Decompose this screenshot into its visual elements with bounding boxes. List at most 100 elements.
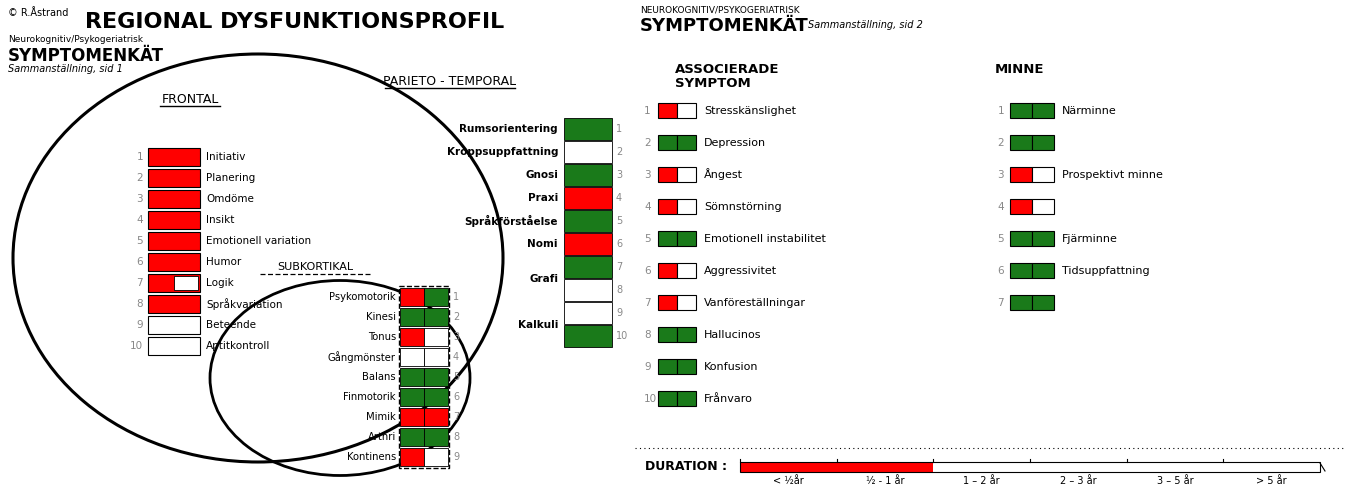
Text: 4: 4: [137, 215, 144, 225]
Text: Neurokognitiv/Psykogeriatrisk: Neurokognitiv/Psykogeriatrisk: [8, 35, 144, 44]
Text: MINNE: MINNE: [995, 63, 1045, 76]
Text: Beteende: Beteende: [206, 320, 256, 330]
Text: SUBKORTIKAL: SUBKORTIKAL: [276, 262, 354, 272]
Bar: [400, 428, 424, 446]
Text: 9: 9: [453, 452, 459, 462]
Bar: [424, 328, 449, 346]
Bar: [400, 388, 424, 406]
Text: Depression: Depression: [705, 137, 766, 147]
Text: Gångmönster: Gångmönster: [328, 351, 396, 363]
Text: 9: 9: [617, 308, 622, 318]
Text: 3: 3: [453, 332, 459, 342]
Text: 5: 5: [617, 216, 622, 226]
Text: Kalkuli: Kalkuli: [518, 320, 558, 330]
Text: Praxi: Praxi: [527, 193, 558, 203]
Bar: [1009, 135, 1033, 150]
Text: 8: 8: [644, 330, 650, 340]
Text: Gnosi: Gnosi: [526, 170, 558, 180]
Text: Finmotorik: Finmotorik: [344, 392, 396, 402]
Bar: [678, 327, 696, 342]
Text: 2: 2: [617, 147, 622, 157]
Bar: [740, 462, 934, 472]
Text: REGIONAL DYSFUNKTIONSPROFIL: REGIONAL DYSFUNKTIONSPROFIL: [85, 12, 504, 32]
Bar: [148, 337, 201, 355]
Bar: [678, 231, 696, 246]
Text: SYMPTOMENKÄT: SYMPTOMENKÄT: [8, 47, 164, 65]
Bar: [424, 428, 449, 446]
Text: 10: 10: [644, 393, 657, 403]
Text: 1: 1: [644, 106, 650, 116]
Text: 4: 4: [997, 201, 1004, 211]
Text: 1: 1: [453, 292, 459, 302]
Text: 6: 6: [997, 266, 1004, 276]
Text: Arthri: Arthri: [367, 432, 396, 442]
Text: 5: 5: [137, 236, 144, 246]
Text: © R.Åstrand: © R.Åstrand: [8, 8, 68, 18]
Bar: [740, 462, 1320, 472]
Bar: [564, 233, 612, 255]
Text: Frånvaro: Frånvaro: [705, 393, 753, 403]
Bar: [148, 148, 201, 166]
Text: Emotionell variation: Emotionell variation: [206, 236, 312, 246]
Text: 6: 6: [617, 239, 622, 249]
Text: 10: 10: [617, 331, 629, 341]
Text: Språkvariation: Språkvariation: [206, 298, 282, 310]
Bar: [424, 348, 449, 366]
Text: 7: 7: [453, 412, 459, 422]
Bar: [678, 391, 696, 406]
Bar: [678, 167, 696, 182]
Text: 9: 9: [137, 320, 144, 330]
Text: Kontinens: Kontinens: [347, 452, 396, 462]
Bar: [1033, 167, 1054, 182]
Bar: [564, 256, 612, 278]
Bar: [1009, 231, 1033, 246]
Bar: [424, 448, 449, 466]
Bar: [148, 274, 201, 292]
Text: Stresskänslighet: Stresskänslighet: [705, 106, 795, 116]
Text: Tidsuppfattning: Tidsuppfattning: [1062, 266, 1149, 276]
Bar: [1033, 231, 1054, 246]
Text: Ångest: Ångest: [705, 168, 743, 180]
Bar: [400, 288, 424, 306]
Text: Mimik: Mimik: [366, 412, 396, 422]
Text: 7: 7: [644, 298, 650, 308]
Text: 2: 2: [644, 137, 650, 147]
Text: Nomi: Nomi: [527, 239, 558, 249]
Text: Aggressivitet: Aggressivitet: [705, 266, 778, 276]
Text: Prospektivt minne: Prospektivt minne: [1062, 169, 1163, 179]
Text: Hallucinos: Hallucinos: [705, 330, 762, 340]
Bar: [173, 276, 198, 290]
Bar: [1009, 295, 1033, 310]
Bar: [400, 308, 424, 326]
Text: 1: 1: [137, 152, 144, 162]
Bar: [659, 391, 678, 406]
Text: 2: 2: [453, 312, 459, 322]
Text: Emotionell instabilitet: Emotionell instabilitet: [705, 233, 827, 243]
Bar: [148, 232, 201, 250]
Bar: [400, 448, 424, 466]
Bar: [564, 118, 612, 140]
Text: 8: 8: [137, 299, 144, 309]
Bar: [1033, 263, 1054, 278]
Text: Omdöme: Omdöme: [206, 194, 253, 204]
Text: 7: 7: [617, 262, 622, 272]
Bar: [678, 263, 696, 278]
Bar: [398, 286, 449, 468]
Bar: [1033, 295, 1054, 310]
Bar: [659, 135, 678, 150]
Text: ½ - 1 år: ½ - 1 år: [866, 476, 904, 486]
Text: 3 – 5 år: 3 – 5 år: [1157, 476, 1194, 486]
Text: 10: 10: [130, 341, 144, 351]
Text: 4: 4: [453, 352, 459, 362]
Bar: [424, 388, 449, 406]
Text: 2: 2: [997, 137, 1004, 147]
Bar: [564, 325, 612, 347]
Text: DURATION :: DURATION :: [645, 460, 728, 473]
Bar: [1009, 199, 1033, 214]
Text: Konfusion: Konfusion: [705, 362, 759, 372]
Text: ASSOCIERADE: ASSOCIERADE: [675, 63, 779, 76]
Bar: [1009, 263, 1033, 278]
Text: 2 – 3 år: 2 – 3 år: [1060, 476, 1096, 486]
Bar: [1033, 103, 1054, 118]
Text: Sammanställning, sid 1: Sammanställning, sid 1: [8, 64, 123, 74]
